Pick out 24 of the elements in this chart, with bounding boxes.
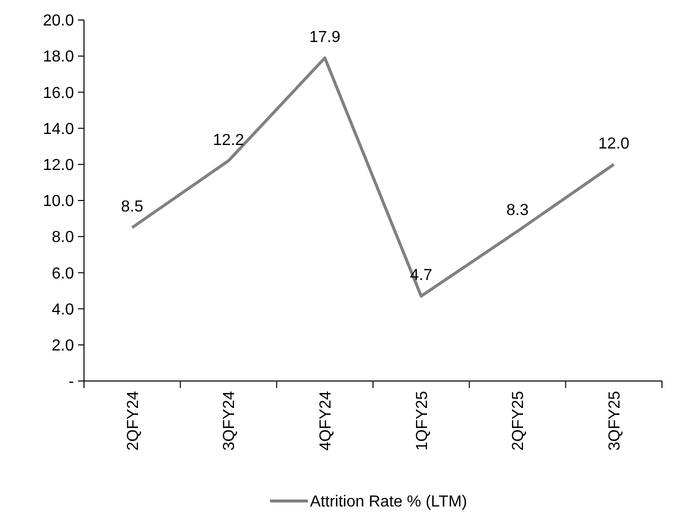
x-tick-label: 2QFY24	[124, 390, 142, 451]
legend-label: Attrition Rate % (LTM)	[310, 494, 468, 511]
y-tick-label: 4.0	[52, 301, 74, 318]
y-tick-label: 6.0	[52, 265, 74, 282]
y-tick-label: 18.0	[42, 48, 74, 66]
data-label: 8.3	[506, 202, 529, 220]
data-label: 12.2	[212, 132, 244, 149]
y-tick-label: 8.0	[52, 229, 74, 246]
data-label: 17.9	[309, 28, 341, 46]
x-tick-label: 3QFY24	[221, 390, 238, 451]
data-label: 4.7	[410, 267, 432, 284]
x-tick-label: 2QFY25	[510, 390, 528, 451]
y-tick-label: -	[68, 374, 74, 391]
data-label: 8.5	[121, 198, 144, 216]
x-tick-label: 3QFY25	[606, 390, 624, 451]
y-tick-label: 2.0	[52, 338, 74, 354]
x-tick-label: 4QFY24	[317, 390, 334, 451]
data-label: 12.0	[598, 135, 630, 152]
y-tick-label: 16.0	[42, 84, 74, 102]
x-tick-label: 1QFY25	[414, 390, 431, 451]
y-tick-label: 12.0	[42, 157, 74, 174]
y-tick-label: 14.0	[42, 120, 74, 138]
y-tick-label: 20.0	[42, 12, 74, 30]
y-tick-label: 10.0	[42, 193, 74, 210]
